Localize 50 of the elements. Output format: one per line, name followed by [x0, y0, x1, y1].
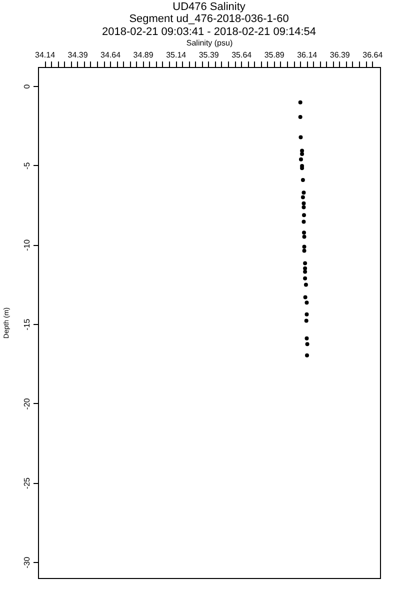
point	[304, 336, 309, 340]
x-tick-label: 34.14	[35, 50, 56, 60]
point	[304, 300, 309, 305]
point	[302, 234, 306, 239]
x-tick-label: 34.39	[68, 50, 88, 60]
y-tick-label: -10	[22, 238, 32, 252]
point	[305, 353, 310, 358]
point	[304, 312, 309, 316]
point	[302, 201, 306, 206]
x-axis-title: Salinity (psu)	[186, 38, 233, 48]
point	[302, 190, 306, 195]
point	[302, 205, 306, 210]
point	[304, 282, 308, 287]
point	[302, 220, 306, 224]
point	[300, 195, 305, 200]
x-tick-label: 36.39	[330, 50, 350, 60]
point	[304, 318, 308, 323]
point	[303, 266, 308, 270]
x-tick-label: 35.89	[264, 50, 285, 60]
text: Segment ud_476-2018-036-1-60	[129, 13, 289, 25]
point	[303, 295, 308, 300]
point	[302, 244, 306, 249]
point	[303, 276, 308, 280]
y-tick-label: -15	[22, 318, 32, 330]
y-tick-label: 0	[22, 84, 32, 89]
point	[298, 114, 302, 119]
x-tick-label: 36.14	[297, 50, 318, 60]
point	[302, 213, 306, 218]
point	[298, 157, 303, 162]
point	[303, 261, 308, 266]
point	[300, 178, 305, 182]
y-tick-label: -30	[22, 556, 32, 568]
point	[303, 270, 308, 274]
point	[298, 135, 303, 140]
point	[298, 100, 302, 104]
x-tick-label: 36.64	[362, 50, 384, 60]
x-tick-label: 35.64	[232, 50, 252, 60]
y-tick-label: -20	[22, 398, 32, 410]
point	[302, 248, 306, 253]
point	[305, 342, 310, 346]
x-tick-label: 35.14	[166, 50, 187, 60]
point	[302, 230, 306, 235]
x-tick-label: 34.89	[133, 50, 154, 60]
x-tick-label: 34.64	[100, 50, 122, 60]
x-tick-label: 35.39	[198, 50, 220, 60]
text: 2018-02-21 09:03:41 - 2018-02-21 09:14:54	[102, 26, 316, 38]
y-tick-label: -25	[22, 476, 32, 490]
y-tick-label: -5	[22, 162, 32, 170]
point	[300, 152, 304, 156]
chart-title: UD476 Salinity	[172, 1, 246, 13]
